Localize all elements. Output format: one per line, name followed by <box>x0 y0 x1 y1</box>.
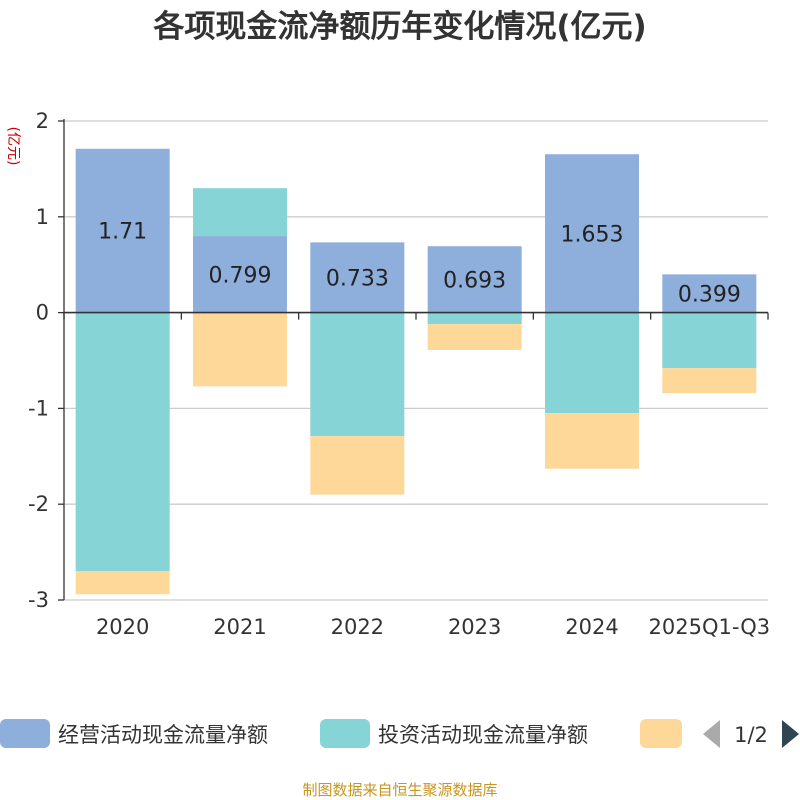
gridlines <box>64 120 768 601</box>
legend-label-operating[interactable]: 经营活动现金流量净额 <box>58 723 268 747</box>
bar-investing-2022 <box>310 312 405 437</box>
x-axis-ticks: 2020 2021 2022 2023 2024 2025Q1-Q3 <box>63 312 771 639</box>
data-label-2023: 0.693 <box>443 268 506 293</box>
data-label-2024: 1.653 <box>561 222 624 247</box>
bar-operating-2025Q1-Q3 <box>662 274 757 313</box>
legend-prev-page-icon[interactable] <box>703 720 720 748</box>
legend-swatch-investing[interactable] <box>320 719 370 748</box>
data-label-2020: 1.71 <box>98 220 147 245</box>
bar-investing-2023 <box>427 312 522 325</box>
bar-investing-2025Q1-Q3 <box>662 312 757 369</box>
bar-operating-2020 <box>75 148 170 313</box>
data-label-2025Q1-Q3: 0.399 <box>678 282 741 307</box>
data-labels: 1.71 0.799 0.733 0.693 1.653 0.399 <box>98 220 741 308</box>
y-axis-unit: (亿元) <box>5 127 21 166</box>
bar-investing-2024 <box>545 312 639 414</box>
bar-financing-2025Q1-Q3 <box>662 368 757 394</box>
x-tick-label: 2025Q1-Q3 <box>649 615 771 639</box>
x-tick-label: 2022 <box>331 615 384 639</box>
chart-title: 各项现金流净额历年变化情况(亿元) <box>152 9 646 45</box>
bar-operating-2022 <box>310 242 405 313</box>
bar-operating-2021 <box>193 236 287 313</box>
y-tick-label: 0 <box>36 301 49 325</box>
legend-page-indicator: 1/2 <box>734 723 768 747</box>
data-source-note: 制图数据来自恒生聚源数据库 <box>302 781 497 799</box>
bar-investing-2021 <box>193 188 287 237</box>
bar-financing-2024 <box>545 413 639 469</box>
y-tick-label: -1 <box>28 396 49 420</box>
bar-operating-2024 <box>545 154 639 313</box>
legend-next-page-icon[interactable] <box>782 720 799 748</box>
x-tick-label: 2023 <box>448 615 501 639</box>
legend: 经营活动现金流量净额 投资活动现金流量净额 1/2 <box>0 719 799 748</box>
y-axis-ticks: 2 1 0 -1 -2 -3 <box>28 109 64 612</box>
x-tick-label: 2021 <box>213 615 266 639</box>
legend-swatch-operating[interactable] <box>0 719 50 748</box>
y-tick-label: -2 <box>28 492 49 516</box>
legend-swatch-financing[interactable] <box>640 719 682 748</box>
bar-financing-2023 <box>427 324 522 350</box>
data-label-2021: 0.799 <box>209 263 272 288</box>
legend-label-investing[interactable]: 投资活动现金流量净额 <box>378 723 588 747</box>
bar-financing-2020 <box>75 571 170 595</box>
bar-financing-2021 <box>193 312 287 387</box>
y-tick-label: 2 <box>36 109 49 133</box>
bar-investing-2020 <box>75 312 170 572</box>
bars <box>75 148 757 595</box>
bar-operating-2023 <box>427 246 522 313</box>
y-tick-label: 1 <box>36 205 49 229</box>
data-label-2022: 0.733 <box>326 266 389 291</box>
bar-financing-2022 <box>310 436 405 495</box>
y-tick-label: -3 <box>28 588 49 612</box>
x-tick-label: 2020 <box>96 615 149 639</box>
x-tick-label: 2024 <box>565 615 618 639</box>
